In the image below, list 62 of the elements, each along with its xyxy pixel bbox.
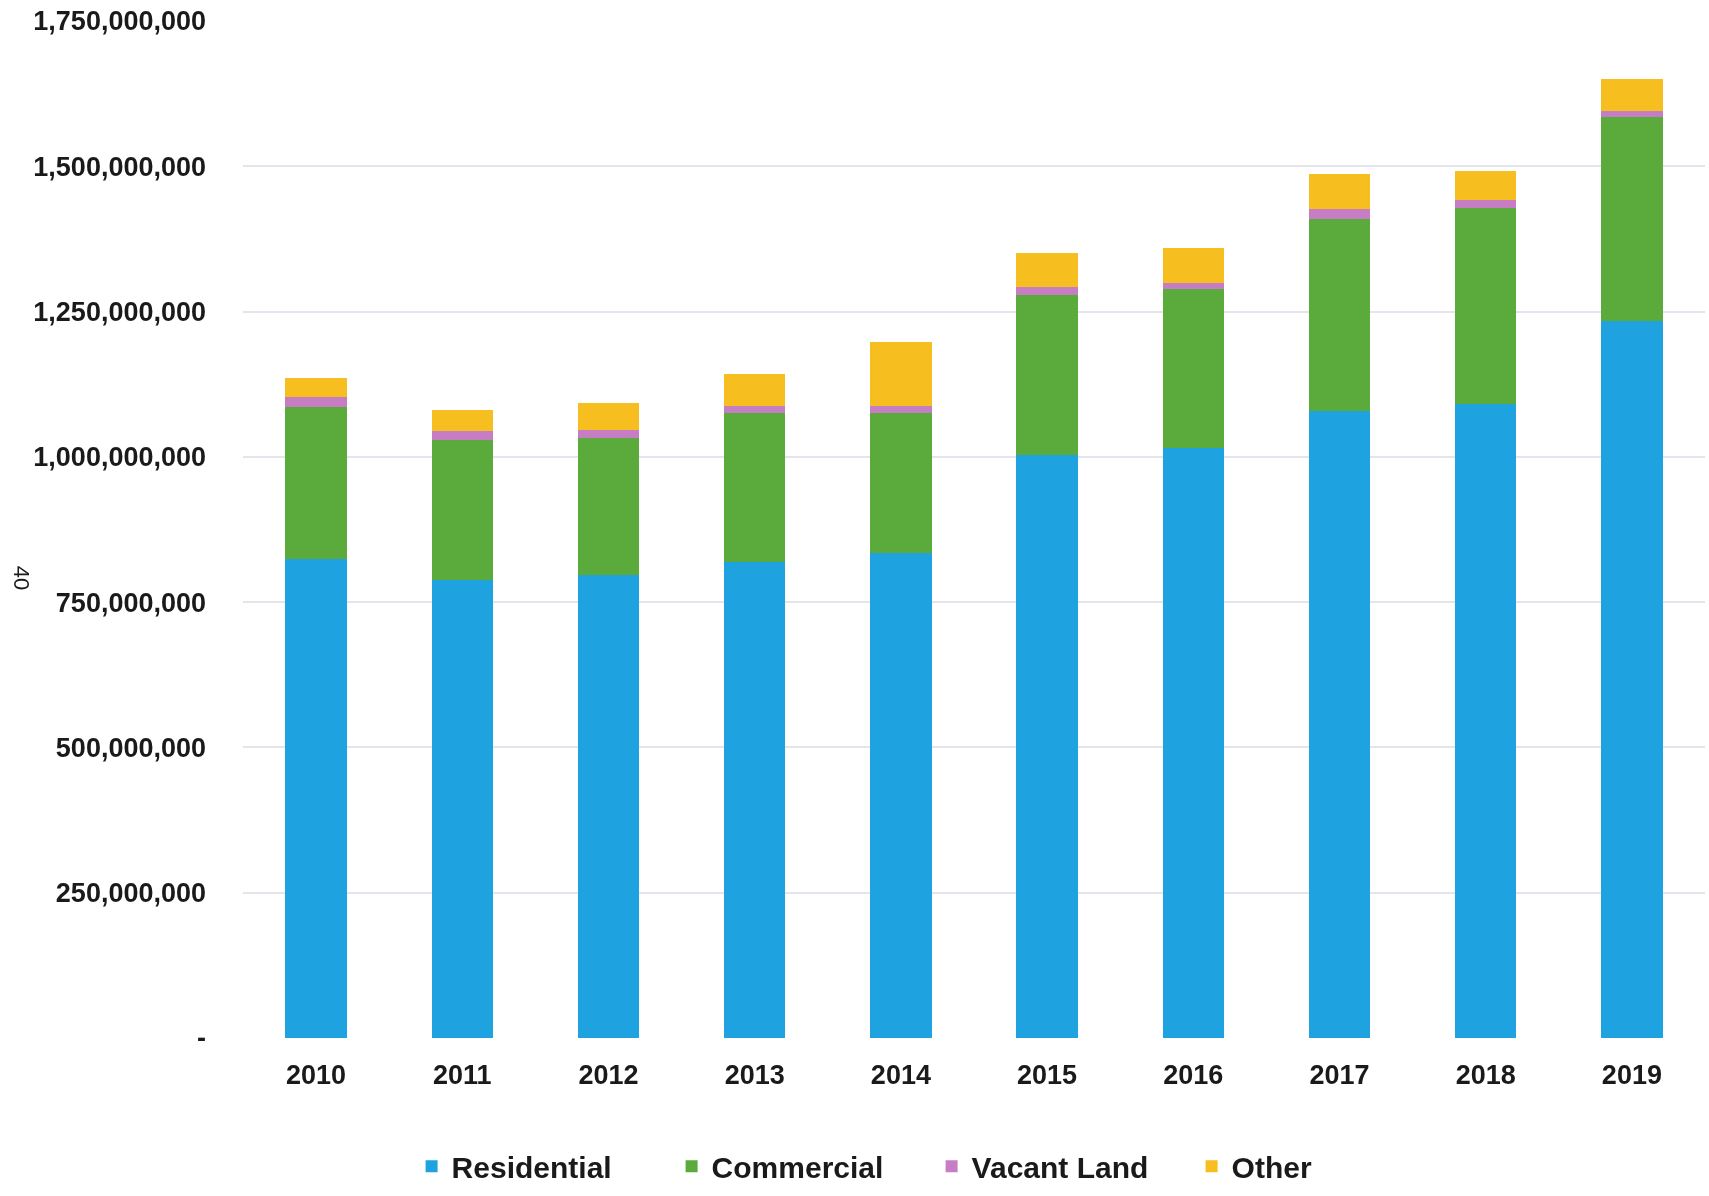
bar xyxy=(1308,208,1371,219)
bar xyxy=(1162,289,1224,449)
x-tick-label: 2019 xyxy=(1601,1060,1662,1090)
bar xyxy=(285,378,347,397)
x-tick-label: 2011 xyxy=(433,1060,492,1090)
bar xyxy=(285,407,347,560)
y-tick-label: 1,250,000,000 xyxy=(33,297,206,328)
y-tick-label: 750,000,000 xyxy=(55,587,206,618)
bar xyxy=(724,413,786,563)
y-tick-label: 1,750,000,000 xyxy=(33,6,206,37)
y-tick-label: 1,000,000,000 xyxy=(33,442,206,473)
text: 40 xyxy=(8,565,34,591)
y-tick-label: 500,000,000 xyxy=(55,732,206,763)
bar xyxy=(431,580,493,1038)
bar xyxy=(577,402,640,430)
bar xyxy=(1601,320,1663,1038)
bar xyxy=(870,406,932,413)
bar xyxy=(285,397,347,408)
x-tick-label: 2010 xyxy=(286,1060,347,1090)
x-tick-label: 2013 xyxy=(724,1060,785,1090)
bar xyxy=(1162,448,1224,1038)
bar xyxy=(1455,170,1517,200)
bar xyxy=(1308,218,1371,411)
x-tick-label: 2017 xyxy=(1309,1060,1370,1090)
bar xyxy=(431,410,493,431)
bar xyxy=(724,373,786,406)
bar xyxy=(1601,116,1663,321)
bar xyxy=(724,405,786,414)
bar xyxy=(577,437,640,576)
bar xyxy=(1016,295,1078,455)
bar xyxy=(1308,410,1371,1038)
bar xyxy=(577,429,640,438)
bar xyxy=(1455,403,1517,1038)
bar xyxy=(1016,253,1078,288)
legend-label: Commercial xyxy=(711,1150,884,1184)
bar xyxy=(1455,199,1517,209)
bar xyxy=(724,562,786,1038)
x-tick-label: 2014 xyxy=(870,1060,931,1090)
bar xyxy=(1308,173,1371,209)
bar xyxy=(870,412,932,553)
bar xyxy=(431,430,493,440)
bar xyxy=(1016,454,1078,1038)
x-tick-label: 2018 xyxy=(1455,1060,1516,1090)
y-tick-label: 250,000,000 xyxy=(55,878,206,909)
x-tick-label: 2015 xyxy=(1017,1060,1078,1090)
bar xyxy=(1016,287,1078,296)
bar xyxy=(1601,110,1663,117)
y-tick-label: 1,500,000,000 xyxy=(33,151,206,182)
legend-label: Other xyxy=(1231,1150,1312,1184)
bar xyxy=(1455,208,1517,404)
y-tick-label: - xyxy=(197,1023,206,1054)
x-tick-label: 2012 xyxy=(578,1060,639,1090)
bar xyxy=(577,575,640,1038)
bar xyxy=(870,342,932,407)
legend-label: Residential xyxy=(451,1150,612,1184)
bar xyxy=(431,440,493,581)
bar xyxy=(870,552,932,1038)
bar xyxy=(285,559,347,1038)
bar xyxy=(1162,247,1224,283)
legend-label: Vacant Land xyxy=(971,1150,1149,1184)
bar xyxy=(1601,78,1663,111)
x-tick-label: 2016 xyxy=(1163,1060,1224,1090)
